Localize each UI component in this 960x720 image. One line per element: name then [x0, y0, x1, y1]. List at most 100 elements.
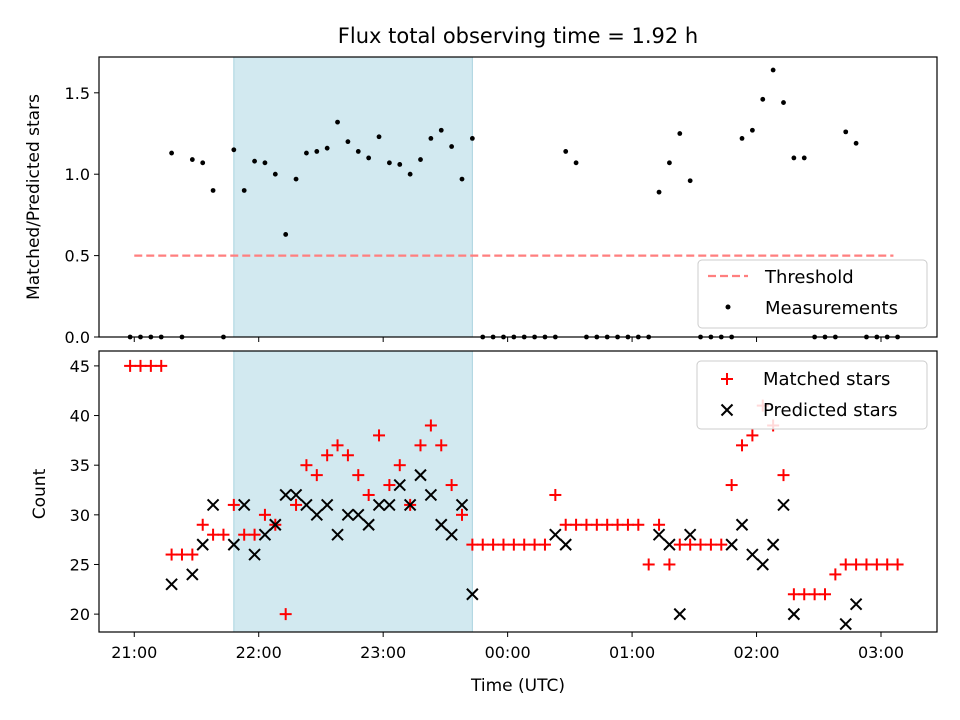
matched-star-point: [673, 538, 686, 551]
matched-star-point: [175, 548, 188, 561]
predicted-star-point: [766, 538, 780, 551]
measurement-point: [459, 176, 465, 182]
ratio-legend: Threshold Measurements: [697, 259, 928, 329]
measurement-point: [667, 160, 672, 166]
predicted-star-point: [414, 468, 427, 482]
predicted-star-point: [362, 518, 375, 531]
matched-star-point: [393, 459, 406, 472]
x-axis-label: Time (UTC): [470, 676, 565, 696]
predicted-star-point: [383, 498, 396, 512]
chart-title: Flux total observing time = 1.92 h: [338, 24, 698, 48]
ratio-legend-box: [697, 259, 928, 329]
measurement-point: [801, 155, 807, 161]
predicted-star-point: [186, 568, 199, 581]
matched-star-point: [144, 359, 157, 372]
measurement-point: [345, 139, 351, 145]
matched-star-point: [518, 538, 531, 551]
matched-star-point: [290, 498, 303, 511]
ratio-panel: 0.0 0.5 1.0 1.5 Flux total observing time =…: [24, 24, 938, 347]
measurement-point: [335, 119, 340, 125]
matched-star-point: [424, 419, 437, 432]
ratio-y-tick-label: 1.0: [65, 165, 90, 184]
matched-star-point: [217, 528, 230, 541]
matched-star-point: [746, 429, 759, 442]
measurement-point: [355, 149, 361, 154]
x-tick-label: 02:00: [733, 643, 779, 662]
predicted-star-point: [777, 498, 790, 512]
predicted-star-point: [372, 498, 386, 512]
matched-star-point: [839, 558, 852, 571]
measurement-point: [231, 147, 237, 153]
predicted-star-point: [683, 528, 697, 541]
matched-star-point: [196, 518, 209, 531]
matched-star-point: [725, 479, 738, 492]
measurement-point: [770, 67, 776, 73]
matched-star-point: [684, 538, 697, 551]
count-y-tick-label: 35: [70, 456, 90, 475]
count-y-tick-label: 20: [70, 605, 90, 624]
predicted-star-point: [839, 617, 852, 631]
measurement-point: [438, 127, 444, 133]
matched-star-point: [632, 518, 645, 531]
measurement-point: [314, 149, 320, 154]
matched-legend-label: Matched stars: [763, 369, 890, 390]
predicted-star-point: [466, 588, 479, 601]
measurement-point: [573, 160, 579, 166]
predicted-star-point: [289, 488, 303, 502]
measurement-point: [469, 135, 475, 141]
matched-star-point: [207, 528, 220, 541]
predicted-star-point: [746, 548, 759, 561]
predicted-star-point: [787, 607, 801, 621]
matched-star-point: [466, 538, 479, 551]
matched-star-point: [352, 469, 365, 482]
matched-star-point: [559, 518, 572, 531]
count-legend-box: [696, 360, 928, 430]
predicted-star-point: [196, 538, 209, 551]
predicted-star-point: [725, 538, 738, 551]
x-tick-label: 22:00: [236, 643, 282, 662]
matched-star-point: [528, 538, 541, 551]
ratio-y-tick-label: 0.5: [65, 247, 90, 266]
measurement-point: [449, 144, 455, 149]
matched-star-point: [341, 449, 354, 462]
matched-star-point: [497, 538, 510, 551]
count-legend: Matched stars Predicted stars: [696, 360, 928, 430]
predicted-star-point: [663, 538, 676, 551]
matched-star-point: [653, 518, 666, 531]
count-y-tick-label: 25: [70, 555, 90, 574]
matched-star-point: [818, 588, 831, 601]
measurement-point: [210, 188, 216, 193]
count-y-tick-label: 30: [70, 506, 90, 525]
matched-star-point: [279, 608, 292, 621]
measurement-point: [376, 134, 382, 140]
predicted-legend-label: Predicted stars: [763, 400, 897, 421]
observing-window-span: [233, 56, 473, 338]
matched-star-point: [362, 488, 375, 501]
matched-star-point: [870, 558, 883, 571]
predicted-star-point: [341, 508, 355, 522]
measurement-point: [386, 160, 392, 166]
ratio-y-tick-label: 1.5: [65, 84, 90, 103]
predicted-star-point: [310, 508, 324, 522]
matched-star-point: [570, 518, 583, 531]
measurement-point: [252, 158, 257, 164]
matched-star-point: [258, 508, 271, 521]
predicted-star-point: [258, 528, 272, 541]
measurement-point: [200, 160, 206, 166]
matched-star-point: [186, 548, 199, 561]
measurement-point: [304, 150, 309, 156]
predicted-legend-swatch: [720, 403, 734, 417]
measurement-point: [677, 131, 683, 136]
x-tick-label: 21:00: [111, 643, 157, 662]
measurements-legend-label: Measurements: [765, 298, 898, 319]
matched-star-point: [704, 538, 717, 551]
matched-star-point: [445, 479, 458, 492]
matched-star-point: [798, 588, 811, 601]
predicted-star-point: [424, 488, 438, 502]
measurement-point: [853, 140, 859, 146]
matched-star-point: [435, 439, 448, 452]
predicted-star-point: [435, 518, 448, 531]
measurement-point: [324, 145, 330, 151]
count-panel-frame: [98, 350, 938, 633]
